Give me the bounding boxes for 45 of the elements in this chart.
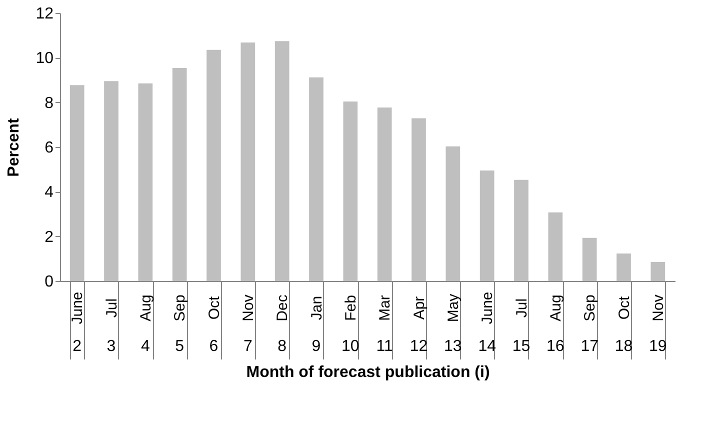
bar <box>582 238 597 281</box>
y-tick-label: 12 <box>36 6 54 22</box>
bar <box>240 42 256 281</box>
bar <box>412 118 426 281</box>
y-tick-label: 6 <box>44 140 54 156</box>
category-label: Jan 9 <box>308 296 326 355</box>
y-axis-title: Percent <box>6 117 23 177</box>
category-label: June 14 <box>478 292 496 355</box>
category-label: Mar 11 <box>376 295 394 355</box>
bar <box>616 254 631 281</box>
bar <box>206 50 221 281</box>
category-label: Nov 19 <box>649 294 667 355</box>
y-tick-label: 0 <box>44 274 54 290</box>
bar <box>650 262 666 281</box>
y-tick-label: 4 <box>44 184 54 202</box>
y-tick-label: 2 <box>44 228 54 246</box>
category-label: Aug 16 <box>546 294 564 355</box>
category-label: Dec 8 <box>274 294 292 355</box>
category-label: Sep 5 <box>172 294 189 355</box>
category-label: Oct 6 <box>206 296 223 355</box>
category-label: Oct 18 <box>614 296 633 355</box>
bar <box>172 68 187 281</box>
y-tick-label: 10 <box>36 50 54 68</box>
bar <box>309 77 324 281</box>
bar <box>138 83 153 281</box>
bar <box>104 81 118 281</box>
bar <box>548 212 563 281</box>
bar <box>274 41 290 281</box>
category-label: Aug 4 <box>137 294 154 355</box>
bar <box>343 101 358 281</box>
category-label: Nov 7 <box>240 294 257 355</box>
bar <box>514 180 528 281</box>
category-label: June 2 <box>69 292 86 355</box>
bar <box>70 85 84 281</box>
category-label: Apr 12 <box>410 296 428 355</box>
category-label: Sep 17 <box>580 294 599 355</box>
category-label: Jul 3 <box>103 298 120 355</box>
category-label: May 13 <box>444 294 462 355</box>
bar <box>377 107 392 281</box>
category-label: Jul 15 <box>512 298 530 355</box>
category-label: Feb 10 <box>342 295 360 355</box>
bar <box>480 170 494 281</box>
x-axis-title: Month of forecast publication (i) <box>246 364 490 381</box>
bar <box>446 146 460 281</box>
y-tick-label: 8 <box>44 94 54 112</box>
